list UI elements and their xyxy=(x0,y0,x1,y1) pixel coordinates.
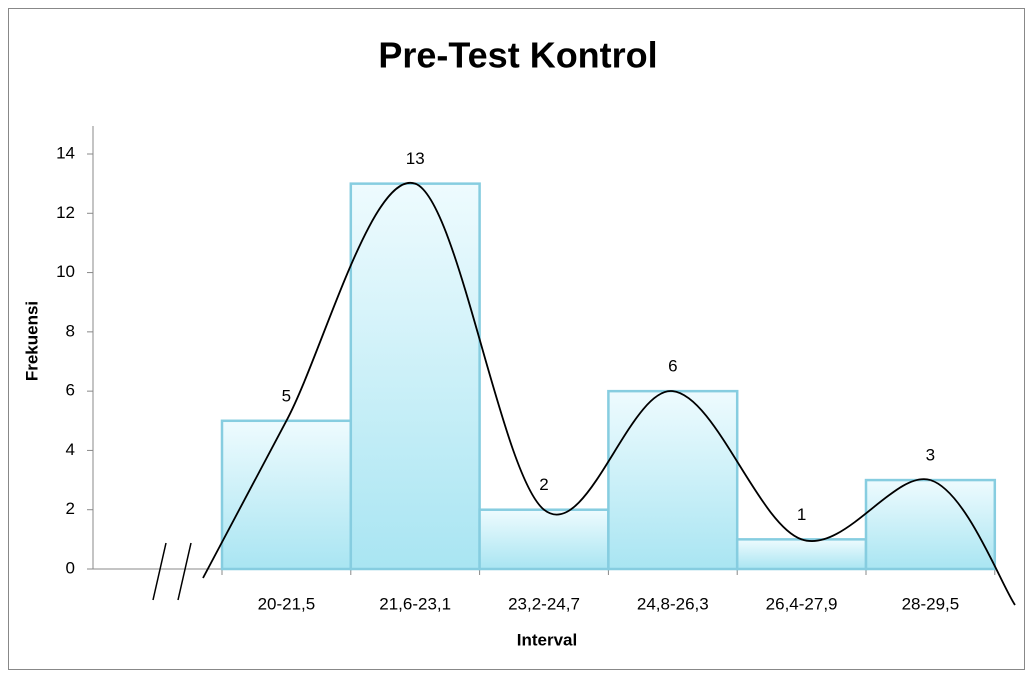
data-label: 2 xyxy=(539,475,548,494)
y-axis-label: Frekuensi xyxy=(22,301,41,381)
curve-tail xyxy=(930,479,1016,606)
y-tick-label: 6 xyxy=(66,381,75,400)
smooth-curve xyxy=(285,182,931,542)
bar xyxy=(478,508,610,571)
x-tick-label: 21,6-23,1 xyxy=(379,594,451,613)
x-tick-label: 20-21,5 xyxy=(258,594,316,613)
chart-title: Pre-Test Kontrol xyxy=(378,35,657,76)
y-tick-label: 4 xyxy=(66,440,75,459)
bar xyxy=(864,478,997,571)
y-tick-label: 12 xyxy=(56,203,75,222)
bar xyxy=(607,389,739,571)
x-tick-label: 28-29,5 xyxy=(902,594,960,613)
axis-break xyxy=(177,542,192,601)
bar xyxy=(349,182,481,571)
y-tick-label: 0 xyxy=(66,558,75,577)
axis-break xyxy=(152,542,167,601)
bar xyxy=(220,419,353,571)
x-tick-label: 23,2-24,7 xyxy=(508,594,580,613)
x-axis-label: Interval xyxy=(517,630,577,649)
chart-border xyxy=(8,8,1025,670)
data-label: 3 xyxy=(926,446,935,465)
bar xyxy=(735,538,868,571)
curve-tail xyxy=(202,420,288,579)
data-label: 1 xyxy=(797,505,806,524)
y-tick-label: 8 xyxy=(66,321,75,340)
x-tick-label: 26,4-27,9 xyxy=(766,594,838,613)
y-tick-label: 14 xyxy=(56,143,75,162)
data-label: 6 xyxy=(668,357,677,376)
y-tick-label: 2 xyxy=(66,499,75,518)
x-tick-label: 24,8-26,3 xyxy=(637,594,709,613)
data-label: 13 xyxy=(406,149,425,168)
y-tick-label: 10 xyxy=(56,262,75,281)
data-label: 5 xyxy=(282,386,291,405)
